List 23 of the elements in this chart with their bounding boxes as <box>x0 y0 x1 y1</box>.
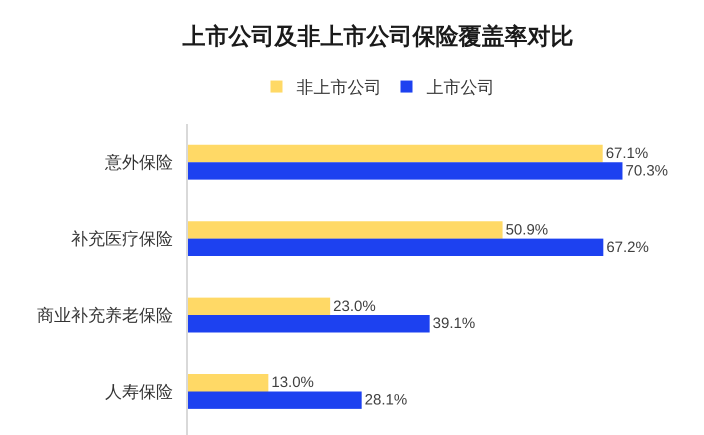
bar <box>188 298 330 316</box>
bar <box>188 144 603 162</box>
data-label: 67.2% <box>606 238 649 256</box>
bar <box>188 391 362 409</box>
data-label: 50.9% <box>506 221 548 238</box>
data-label: 28.1% <box>364 392 408 409</box>
bar <box>188 374 268 392</box>
bar <box>188 315 430 332</box>
data-label: 70.3% <box>625 162 668 180</box>
data-label: 23.0% <box>333 298 376 315</box>
data-label: 13.0% <box>271 374 314 392</box>
y-tick-label: 补充医疗保险 <box>70 230 173 250</box>
data-label: 39.1% <box>432 315 476 332</box>
bar <box>188 221 503 239</box>
y-tick-label: 商业补充养老保险 <box>36 306 173 326</box>
bar <box>188 162 622 180</box>
y-tick-label: 意外保险 <box>104 153 173 174</box>
bar <box>188 238 604 256</box>
legend-label: 上市公司 <box>426 78 494 98</box>
chart-title: 上市公司及非上市公司保险覆盖率对比 <box>182 23 574 50</box>
y-tick-label: 人寿保险 <box>104 382 173 402</box>
legend-label: 非上市公司 <box>296 78 382 98</box>
data-label: 67.1% <box>606 144 648 162</box>
